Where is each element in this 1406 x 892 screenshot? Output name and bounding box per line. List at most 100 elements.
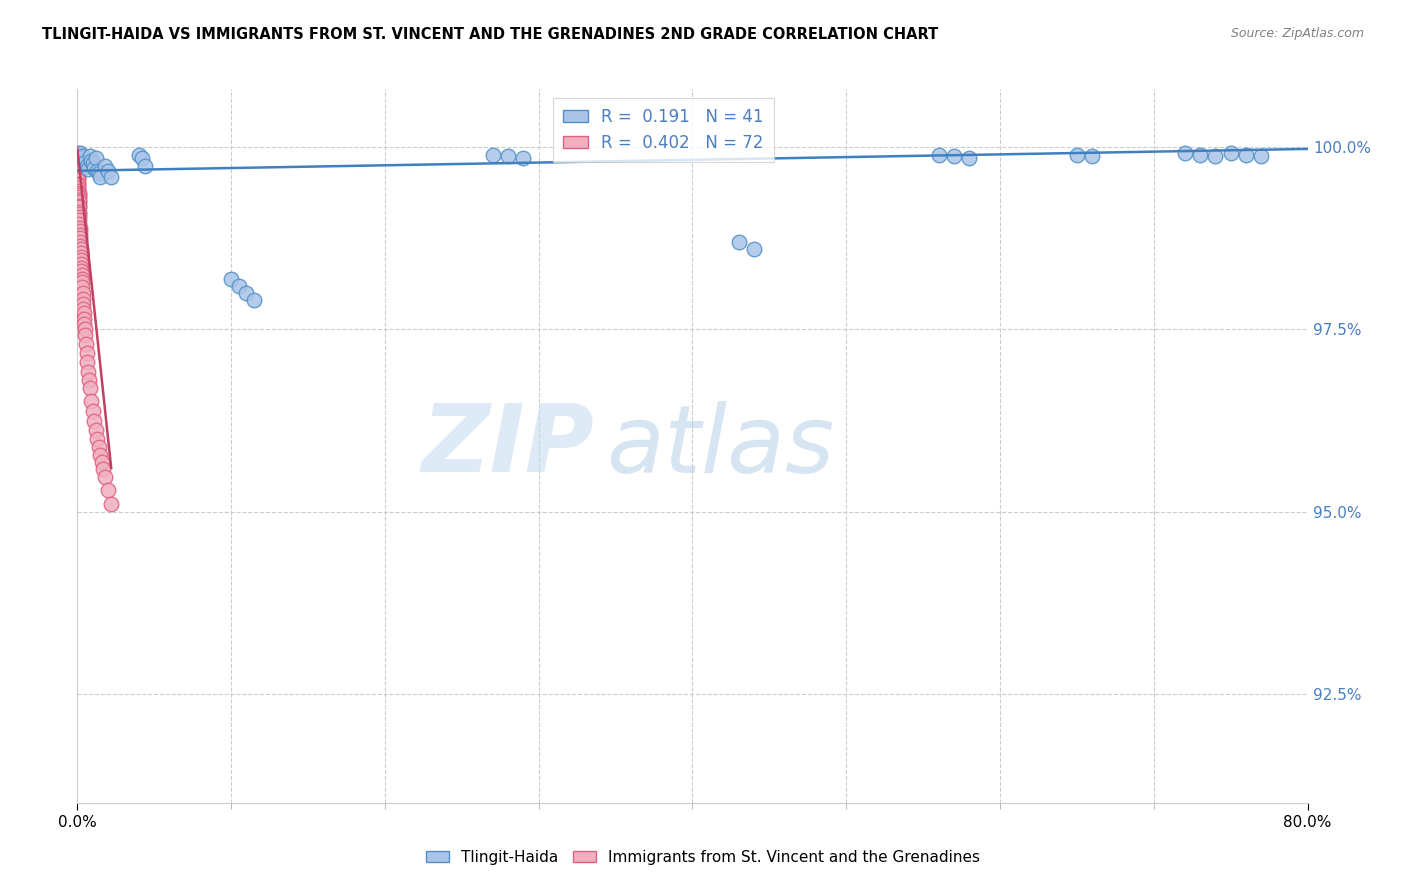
Point bbox=[93, 462, 115, 476]
Point bbox=[89, 169, 111, 184]
Point bbox=[1066, 147, 1088, 161]
Point bbox=[1234, 147, 1257, 161]
Point bbox=[90, 455, 114, 469]
Point bbox=[76, 355, 98, 369]
Point bbox=[69, 220, 91, 235]
Point bbox=[512, 152, 534, 166]
Point bbox=[80, 393, 103, 408]
Text: ZIP: ZIP bbox=[422, 400, 595, 492]
Point bbox=[928, 147, 950, 161]
Point bbox=[70, 257, 93, 271]
Point bbox=[73, 327, 96, 342]
Point bbox=[67, 178, 90, 193]
Point bbox=[69, 224, 91, 238]
Point bbox=[82, 404, 104, 418]
Text: Source: ZipAtlas.com: Source: ZipAtlas.com bbox=[1230, 27, 1364, 40]
Point bbox=[73, 322, 96, 336]
Point bbox=[67, 187, 90, 202]
Text: atlas: atlas bbox=[606, 401, 835, 491]
Point bbox=[73, 306, 96, 320]
Point bbox=[67, 173, 90, 187]
Point bbox=[73, 155, 96, 169]
Point bbox=[128, 147, 150, 161]
Point bbox=[72, 292, 94, 306]
Point bbox=[77, 374, 100, 388]
Point bbox=[66, 156, 89, 170]
Point bbox=[83, 413, 105, 427]
Point bbox=[76, 346, 98, 360]
Point bbox=[1204, 149, 1226, 163]
Point bbox=[67, 147, 90, 161]
Legend: R =  0.191   N = 41, R =  0.402   N = 72: R = 0.191 N = 41, R = 0.402 N = 72 bbox=[553, 97, 773, 161]
Point bbox=[70, 264, 93, 278]
Point bbox=[67, 169, 90, 184]
Point bbox=[942, 149, 965, 163]
Point bbox=[77, 365, 100, 379]
Legend: Tlingit-Haida, Immigrants from St. Vincent and the Grenadines: Tlingit-Haida, Immigrants from St. Vince… bbox=[419, 844, 987, 871]
Point bbox=[67, 210, 90, 224]
Point bbox=[76, 159, 98, 173]
Point bbox=[69, 246, 91, 260]
Point bbox=[86, 163, 108, 178]
Point bbox=[69, 243, 91, 257]
Point bbox=[235, 286, 257, 301]
Point bbox=[67, 207, 90, 221]
Point bbox=[67, 204, 90, 219]
Point bbox=[70, 152, 93, 166]
Point bbox=[70, 260, 93, 275]
Point bbox=[86, 432, 108, 446]
Point bbox=[496, 149, 519, 163]
Point bbox=[70, 268, 93, 282]
Point bbox=[67, 163, 90, 178]
Point bbox=[75, 337, 97, 351]
Point bbox=[1250, 149, 1272, 163]
Point bbox=[243, 293, 266, 308]
Point bbox=[70, 253, 93, 268]
Point bbox=[97, 163, 120, 178]
Point bbox=[228, 278, 250, 293]
Point bbox=[79, 381, 101, 395]
Point bbox=[83, 161, 105, 175]
Point bbox=[134, 159, 156, 173]
Point bbox=[70, 280, 93, 294]
Point bbox=[70, 271, 93, 285]
Point bbox=[727, 235, 749, 249]
Point bbox=[72, 302, 94, 317]
Point bbox=[67, 177, 90, 191]
Point bbox=[82, 156, 104, 170]
Point bbox=[67, 184, 90, 198]
Point bbox=[79, 149, 101, 163]
Point bbox=[1081, 149, 1104, 163]
Point bbox=[80, 153, 103, 168]
Point bbox=[67, 193, 90, 207]
Point bbox=[1219, 146, 1241, 161]
Point bbox=[67, 171, 90, 186]
Point bbox=[77, 162, 100, 177]
Point bbox=[742, 243, 765, 257]
Point bbox=[66, 155, 89, 169]
Point bbox=[66, 162, 89, 177]
Point bbox=[72, 286, 94, 301]
Point bbox=[72, 297, 94, 311]
Point bbox=[89, 448, 111, 462]
Point bbox=[957, 152, 980, 166]
Point bbox=[67, 213, 90, 227]
Point bbox=[66, 152, 89, 166]
Point bbox=[84, 152, 107, 166]
Point bbox=[67, 199, 90, 213]
Point bbox=[97, 483, 120, 497]
Point bbox=[70, 275, 93, 289]
Point bbox=[94, 469, 117, 483]
Point bbox=[67, 186, 90, 200]
Point bbox=[131, 152, 153, 166]
Point bbox=[67, 200, 90, 214]
Point bbox=[67, 195, 90, 210]
Point bbox=[67, 190, 90, 204]
Point bbox=[67, 166, 90, 180]
Point bbox=[69, 146, 91, 161]
Point bbox=[69, 227, 91, 242]
Point bbox=[70, 250, 93, 264]
Point bbox=[481, 147, 503, 161]
Point bbox=[73, 317, 96, 331]
Point bbox=[100, 497, 122, 511]
